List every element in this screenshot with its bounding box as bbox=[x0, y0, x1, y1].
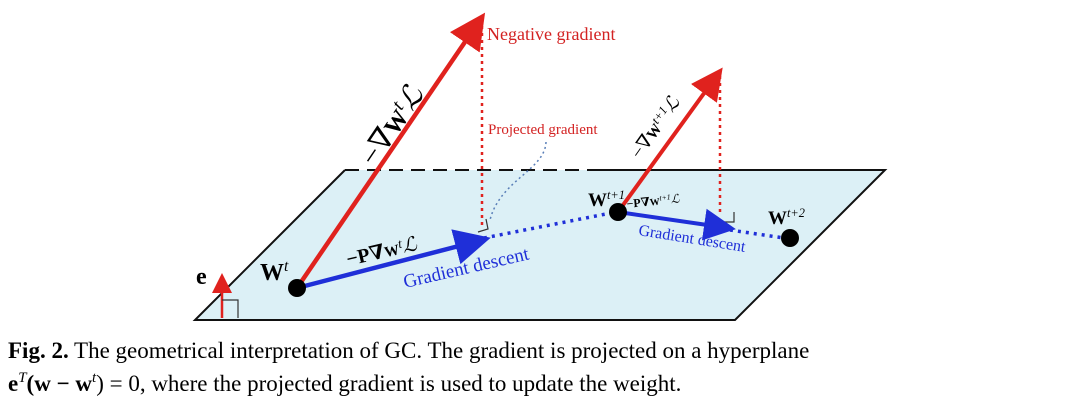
descent-path bbox=[729, 228, 785, 240]
label: Projected gradient bbox=[488, 122, 598, 138]
label-part: ℒ bbox=[670, 191, 680, 206]
label-part: W bbox=[383, 242, 401, 261]
caption-text: (w − w bbox=[27, 371, 93, 396]
label: −P∇Wt+1ℒ bbox=[626, 191, 681, 211]
label: Wt+2 bbox=[768, 206, 805, 229]
hyperplane bbox=[195, 170, 885, 320]
label-part: t bbox=[396, 235, 403, 251]
caption-number: Fig. 2. bbox=[8, 338, 69, 363]
projected-gradient-arrow bbox=[617, 208, 736, 241]
label-part: W bbox=[649, 197, 660, 209]
label: −∇Wt+1ℒ bbox=[626, 91, 685, 163]
label-part: −P∇ bbox=[626, 195, 651, 211]
label-part: t+1 bbox=[659, 192, 671, 202]
plane-edge bbox=[192, 169, 888, 321]
caption-text: ) = 0, where the projected gradient is u… bbox=[96, 371, 681, 396]
right-angle bbox=[222, 299, 239, 318]
weight-point bbox=[288, 279, 306, 297]
caption-text: t bbox=[92, 370, 97, 386]
label-part: t bbox=[284, 258, 289, 275]
weight-point bbox=[609, 203, 627, 221]
weight-point bbox=[781, 229, 799, 247]
negative-gradient-arrow bbox=[616, 67, 723, 214]
label: −∇Wtℒ bbox=[353, 79, 431, 172]
caption-text: T bbox=[18, 370, 28, 386]
label-part: ℒ bbox=[400, 233, 420, 258]
diagram: Negative gradient Projected gradient Gra… bbox=[192, 12, 888, 321]
label-part: t+1 bbox=[607, 188, 625, 202]
label: Negative gradient bbox=[487, 24, 615, 44]
caption-line: Fig. 2. The geometrical interpretation o… bbox=[8, 338, 809, 363]
projected-gradient-arrow bbox=[296, 229, 491, 291]
pointer-curve bbox=[489, 141, 547, 221]
label-part: W bbox=[588, 190, 607, 211]
caption-text: The geometrical interpretation of GC. Th… bbox=[74, 338, 809, 363]
caption: Fig. 2. The geometrical interpretation o… bbox=[8, 338, 809, 396]
label-part: W bbox=[768, 208, 787, 229]
label-part: t+2 bbox=[787, 206, 805, 220]
caption-text: e bbox=[8, 371, 18, 396]
caption-line: eT(w − wt) = 0, where the projected grad… bbox=[8, 370, 681, 396]
label: Wt+1 bbox=[588, 188, 625, 211]
label-part: W bbox=[260, 260, 284, 286]
label: Wt bbox=[260, 258, 289, 286]
negative-gradient-arrow bbox=[295, 12, 486, 290]
label: e bbox=[196, 264, 207, 290]
